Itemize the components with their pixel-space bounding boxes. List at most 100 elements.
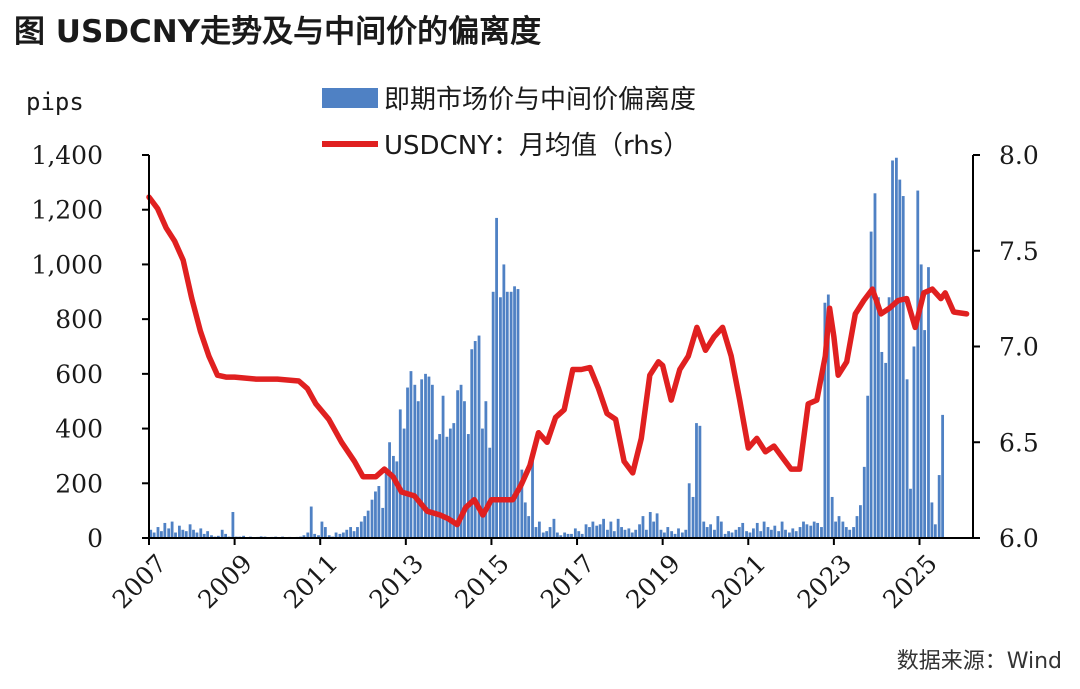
bar — [741, 522, 745, 538]
x-tick-label: 2007 — [107, 549, 172, 614]
bar — [573, 528, 577, 538]
bar — [837, 516, 841, 538]
bar — [723, 533, 727, 538]
bar — [192, 529, 195, 538]
bar — [598, 524, 602, 538]
bar — [491, 291, 495, 538]
bar — [434, 439, 438, 538]
bar — [830, 496, 834, 538]
bar — [691, 496, 695, 538]
bar — [174, 532, 177, 538]
bar — [698, 425, 702, 538]
bar — [156, 527, 160, 538]
bar — [527, 516, 531, 538]
bar — [541, 532, 545, 538]
bar — [473, 341, 477, 538]
bar — [809, 525, 813, 538]
bar — [719, 521, 723, 538]
bar — [445, 436, 449, 538]
bar — [919, 264, 923, 538]
bar — [709, 524, 712, 538]
bar — [424, 373, 427, 538]
bar — [505, 291, 509, 538]
bar — [516, 289, 520, 538]
bar — [852, 527, 855, 538]
bar — [427, 376, 431, 538]
bar — [438, 434, 442, 538]
y-left-tick-label: 0 — [87, 524, 103, 553]
bar — [773, 525, 777, 538]
bar — [149, 529, 153, 538]
bar — [359, 521, 363, 538]
bar — [716, 516, 720, 538]
bar — [891, 160, 894, 538]
bar — [231, 512, 235, 538]
bar — [559, 535, 563, 538]
bar — [341, 532, 345, 538]
bar — [695, 423, 698, 538]
bar — [398, 409, 402, 538]
bar — [452, 423, 456, 538]
bar — [195, 532, 199, 538]
bar — [309, 506, 313, 538]
bar — [591, 521, 595, 538]
y-left-tick-label: 1,400 — [31, 141, 103, 170]
bar — [199, 528, 203, 538]
bar — [848, 529, 852, 538]
bar — [402, 428, 406, 538]
bar — [570, 533, 573, 538]
bar — [537, 521, 541, 538]
bar — [327, 535, 331, 538]
y-right-tick-label: 8.0 — [999, 141, 1039, 170]
bar — [841, 521, 845, 538]
y-right-tick-label: 7.5 — [999, 237, 1039, 266]
bar — [395, 461, 399, 538]
y-left-tick-label: 400 — [55, 415, 103, 444]
bar — [366, 510, 370, 538]
bar — [937, 475, 941, 538]
bar — [859, 505, 862, 538]
bar — [748, 532, 752, 538]
bar — [531, 455, 534, 538]
bar — [609, 521, 613, 538]
bar — [670, 531, 674, 538]
bar — [602, 518, 605, 538]
bar — [884, 362, 888, 538]
bar — [420, 379, 424, 538]
bar — [484, 401, 488, 538]
bar — [812, 521, 816, 538]
y-left-tick-label: 800 — [55, 305, 103, 334]
legend: 即期市场价与中间价偏离度 USDCNY：月均值（rhs） — [322, 85, 696, 161]
bar — [363, 516, 367, 538]
bar — [177, 525, 181, 538]
bar — [595, 525, 599, 538]
bar — [877, 297, 880, 538]
bar — [866, 395, 870, 538]
bar — [545, 531, 549, 538]
bar — [923, 330, 927, 538]
bar — [816, 522, 820, 538]
x-tick-label: 2011 — [278, 549, 343, 614]
bar — [163, 522, 167, 538]
bar — [916, 190, 920, 538]
bar — [520, 469, 524, 538]
x-tick-label: 2025 — [877, 549, 942, 614]
bar — [673, 533, 677, 538]
bar — [502, 264, 506, 538]
line-layer — [146, 194, 970, 528]
bar — [912, 346, 916, 538]
bar — [349, 527, 353, 538]
bar — [894, 157, 898, 539]
bar — [313, 533, 317, 538]
chart-title: 图 USDCNY走势及与中间价的偏离度 — [14, 14, 542, 50]
bar — [620, 527, 623, 538]
bar — [662, 532, 666, 538]
bar — [216, 535, 220, 538]
bar — [160, 531, 163, 538]
bar — [392, 455, 395, 538]
bar — [762, 521, 766, 538]
bar — [577, 531, 581, 538]
bar — [338, 533, 342, 538]
source-note: 数据来源：Wind — [896, 649, 1062, 674]
